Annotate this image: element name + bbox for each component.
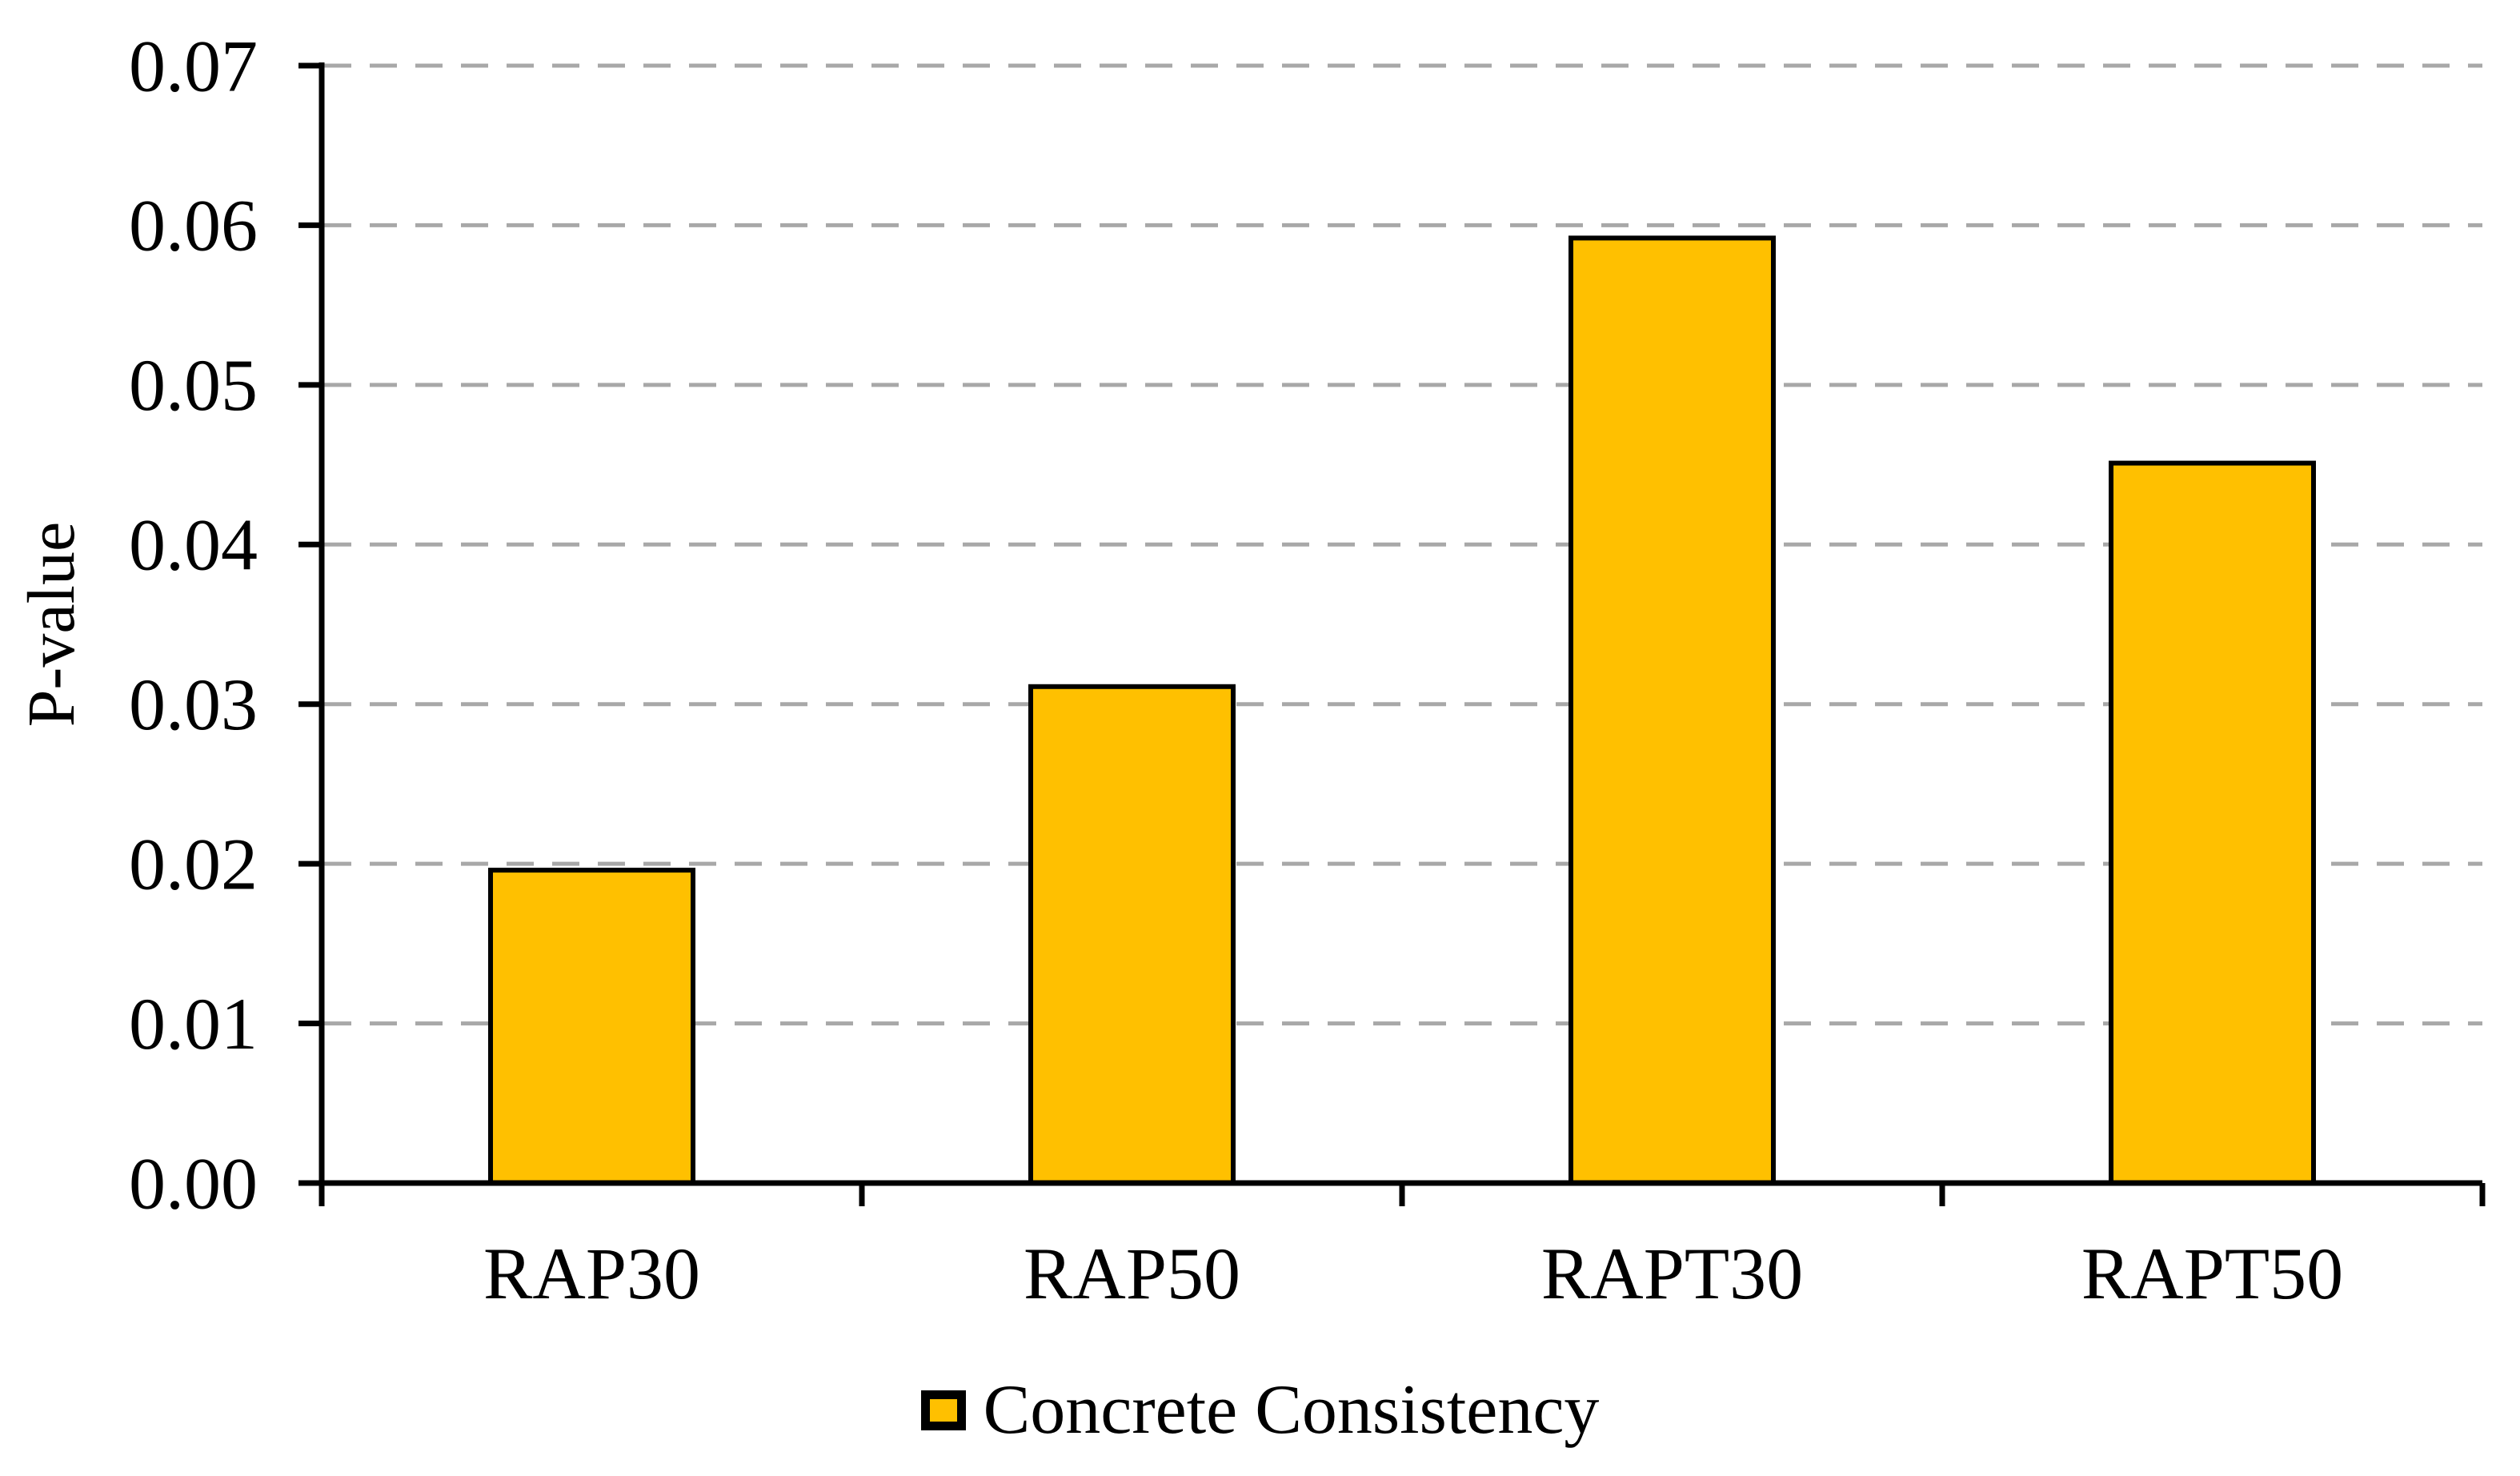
y-tick-label: 0.06 (129, 185, 258, 267)
y-tick-label: 0.02 (129, 823, 258, 904)
bars-group (488, 235, 2316, 1186)
x-category-label: RAPT50 (2081, 1233, 2343, 1314)
x-category-label: RAP50 (1024, 1233, 1240, 1314)
bar-rap30 (488, 868, 695, 1185)
axes-group (298, 62, 2486, 1206)
legend: Concrete Consistency (0, 1370, 2520, 1450)
x-category-label: RAP30 (483, 1233, 700, 1314)
legend-swatch-icon (920, 1390, 966, 1430)
y-tick-label: 0.00 (129, 1142, 258, 1224)
y-tick-label: 0.05 (129, 344, 258, 426)
bar-rap50 (1028, 684, 1236, 1185)
y-tick-label: 0.03 (129, 664, 258, 745)
x-category-label: RAPT30 (1541, 1233, 1803, 1314)
legend-label: Concrete Consistency (983, 1371, 1600, 1449)
y-tick-label: 0.01 (129, 983, 258, 1065)
x-category-labels-group: RAP30 RAP50 RAPT30 RAPT50 (483, 1233, 2343, 1314)
y-tick-label: 0.04 (129, 504, 258, 586)
y-axis-title: P-value (14, 522, 89, 728)
bar-rapt30 (1568, 235, 1776, 1186)
y-tick-label: 0.07 (129, 25, 258, 106)
bar-rapt50 (2109, 460, 2316, 1185)
y-tick-labels-group: 0.00 0.01 0.02 0.03 0.04 0.05 0.06 0.07 (129, 25, 258, 1224)
